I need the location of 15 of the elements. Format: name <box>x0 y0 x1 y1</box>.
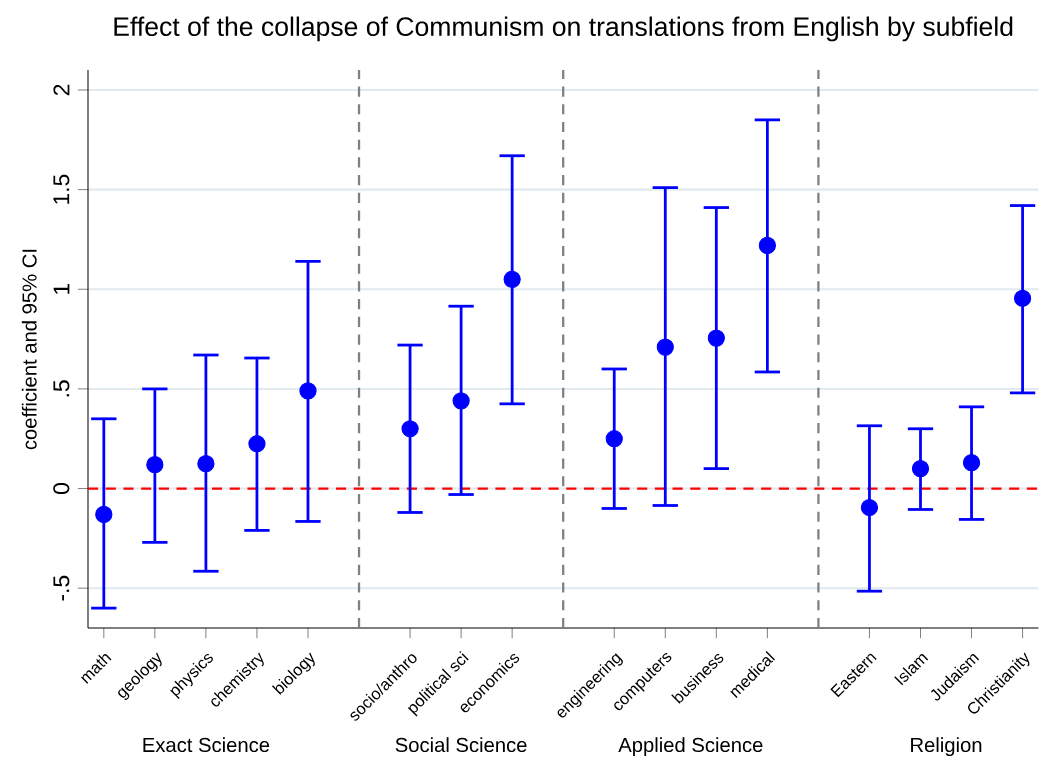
text: Applied Science <box>618 737 763 757</box>
y-tick-label: 1.5 <box>53 174 70 204</box>
text: Religion <box>911 737 982 757</box>
text: Social Science <box>395 737 527 753</box>
y-tick-label: 2 <box>53 84 70 96</box>
y-axis-title: coefficient and 95% CI <box>21 249 37 450</box>
y-tick-label: 1 <box>53 284 70 294</box>
chart-title: Effect of the collapse of Communism on translations from English by subfield <box>114 16 1013 42</box>
text: Exact Science <box>143 737 270 753</box>
point <box>758 236 776 255</box>
y-tick-label: .5 <box>53 380 70 397</box>
y-tick-label: 0 <box>53 483 70 494</box>
point <box>95 505 113 524</box>
y-tick-label: -.5 <box>53 575 70 601</box>
point <box>860 498 879 517</box>
